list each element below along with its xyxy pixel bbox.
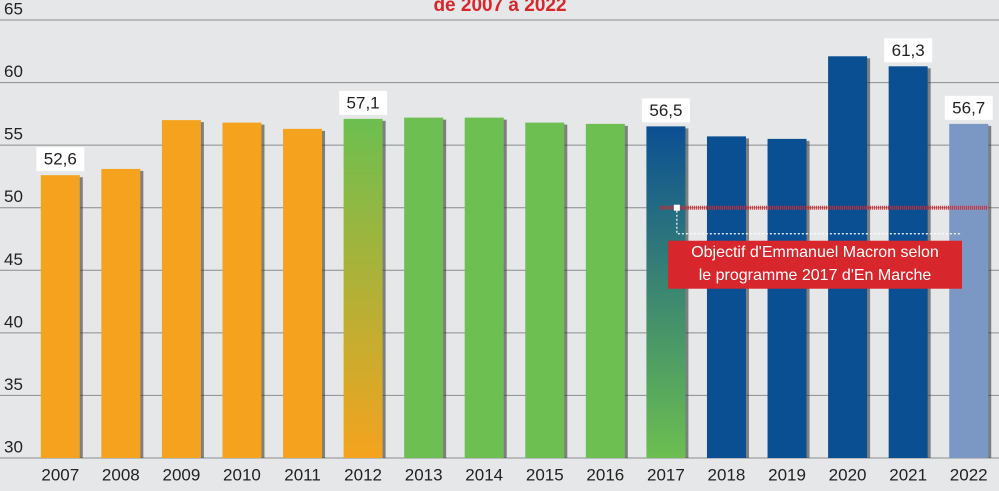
x-tick-label: 2014 [465, 465, 503, 484]
bar [585, 123, 625, 459]
y-tick-label: 55 [4, 125, 23, 144]
connector [676, 210, 962, 235]
bar [525, 122, 565, 459]
bar [283, 128, 323, 459]
annotation-text: Objectif d'Emmanuel Macron selon [691, 244, 939, 261]
data-label-box [339, 90, 388, 115]
y-tick-label: 45 [4, 250, 23, 269]
data-label: 52,6 [44, 150, 77, 169]
bar [222, 122, 262, 459]
x-tick-label: 2019 [768, 465, 806, 484]
chart-title: de 2007 à 2022 [433, 0, 566, 16]
data-label: 57,1 [347, 93, 380, 112]
y-tick-label: 60 [4, 62, 23, 81]
annotation-box [668, 240, 962, 289]
y-tick-label: 65 [4, 0, 23, 18]
bar [767, 138, 807, 458]
data-label: 56,5 [649, 101, 682, 120]
y-tick-label: 35 [4, 375, 23, 394]
x-tick-label: 2022 [950, 465, 988, 484]
x-tick-label: 2018 [708, 465, 746, 484]
bar [404, 117, 444, 459]
annotation-text: le programme 2017 d'En Marche [699, 267, 932, 284]
bar [706, 136, 746, 458]
x-tick-label: 2016 [586, 465, 624, 484]
y-tick-label: 50 [4, 187, 23, 206]
x-tick-label: 2011 [284, 465, 321, 484]
x-tick-label: 2010 [223, 465, 261, 484]
bar [949, 123, 989, 459]
bar [464, 117, 504, 459]
bar [40, 175, 80, 459]
data-label-box [36, 147, 85, 172]
data-label: 61,3 [892, 41, 925, 60]
data-label-box [944, 95, 993, 120]
data-label-box [641, 98, 690, 123]
y-tick-label: 40 [4, 312, 23, 331]
target-marker [673, 204, 680, 211]
x-tick-label: 2008 [102, 465, 140, 484]
bar [343, 118, 383, 458]
x-tick-label: 2020 [829, 465, 867, 484]
x-tick-label: 2007 [41, 465, 79, 484]
bar [646, 126, 686, 458]
bar [161, 120, 201, 458]
y-tick-label: 30 [4, 437, 23, 456]
x-tick-label: 2009 [162, 465, 200, 484]
x-tick-label: 2012 [344, 465, 382, 484]
x-tick-label: 2017 [647, 465, 685, 484]
x-tick-label: 2013 [405, 465, 443, 484]
bar [101, 168, 141, 459]
data-label: 56,7 [952, 98, 985, 117]
data-label-box [884, 38, 933, 63]
x-tick-label: 2021 [889, 465, 927, 484]
x-tick-label: 2015 [526, 465, 564, 484]
